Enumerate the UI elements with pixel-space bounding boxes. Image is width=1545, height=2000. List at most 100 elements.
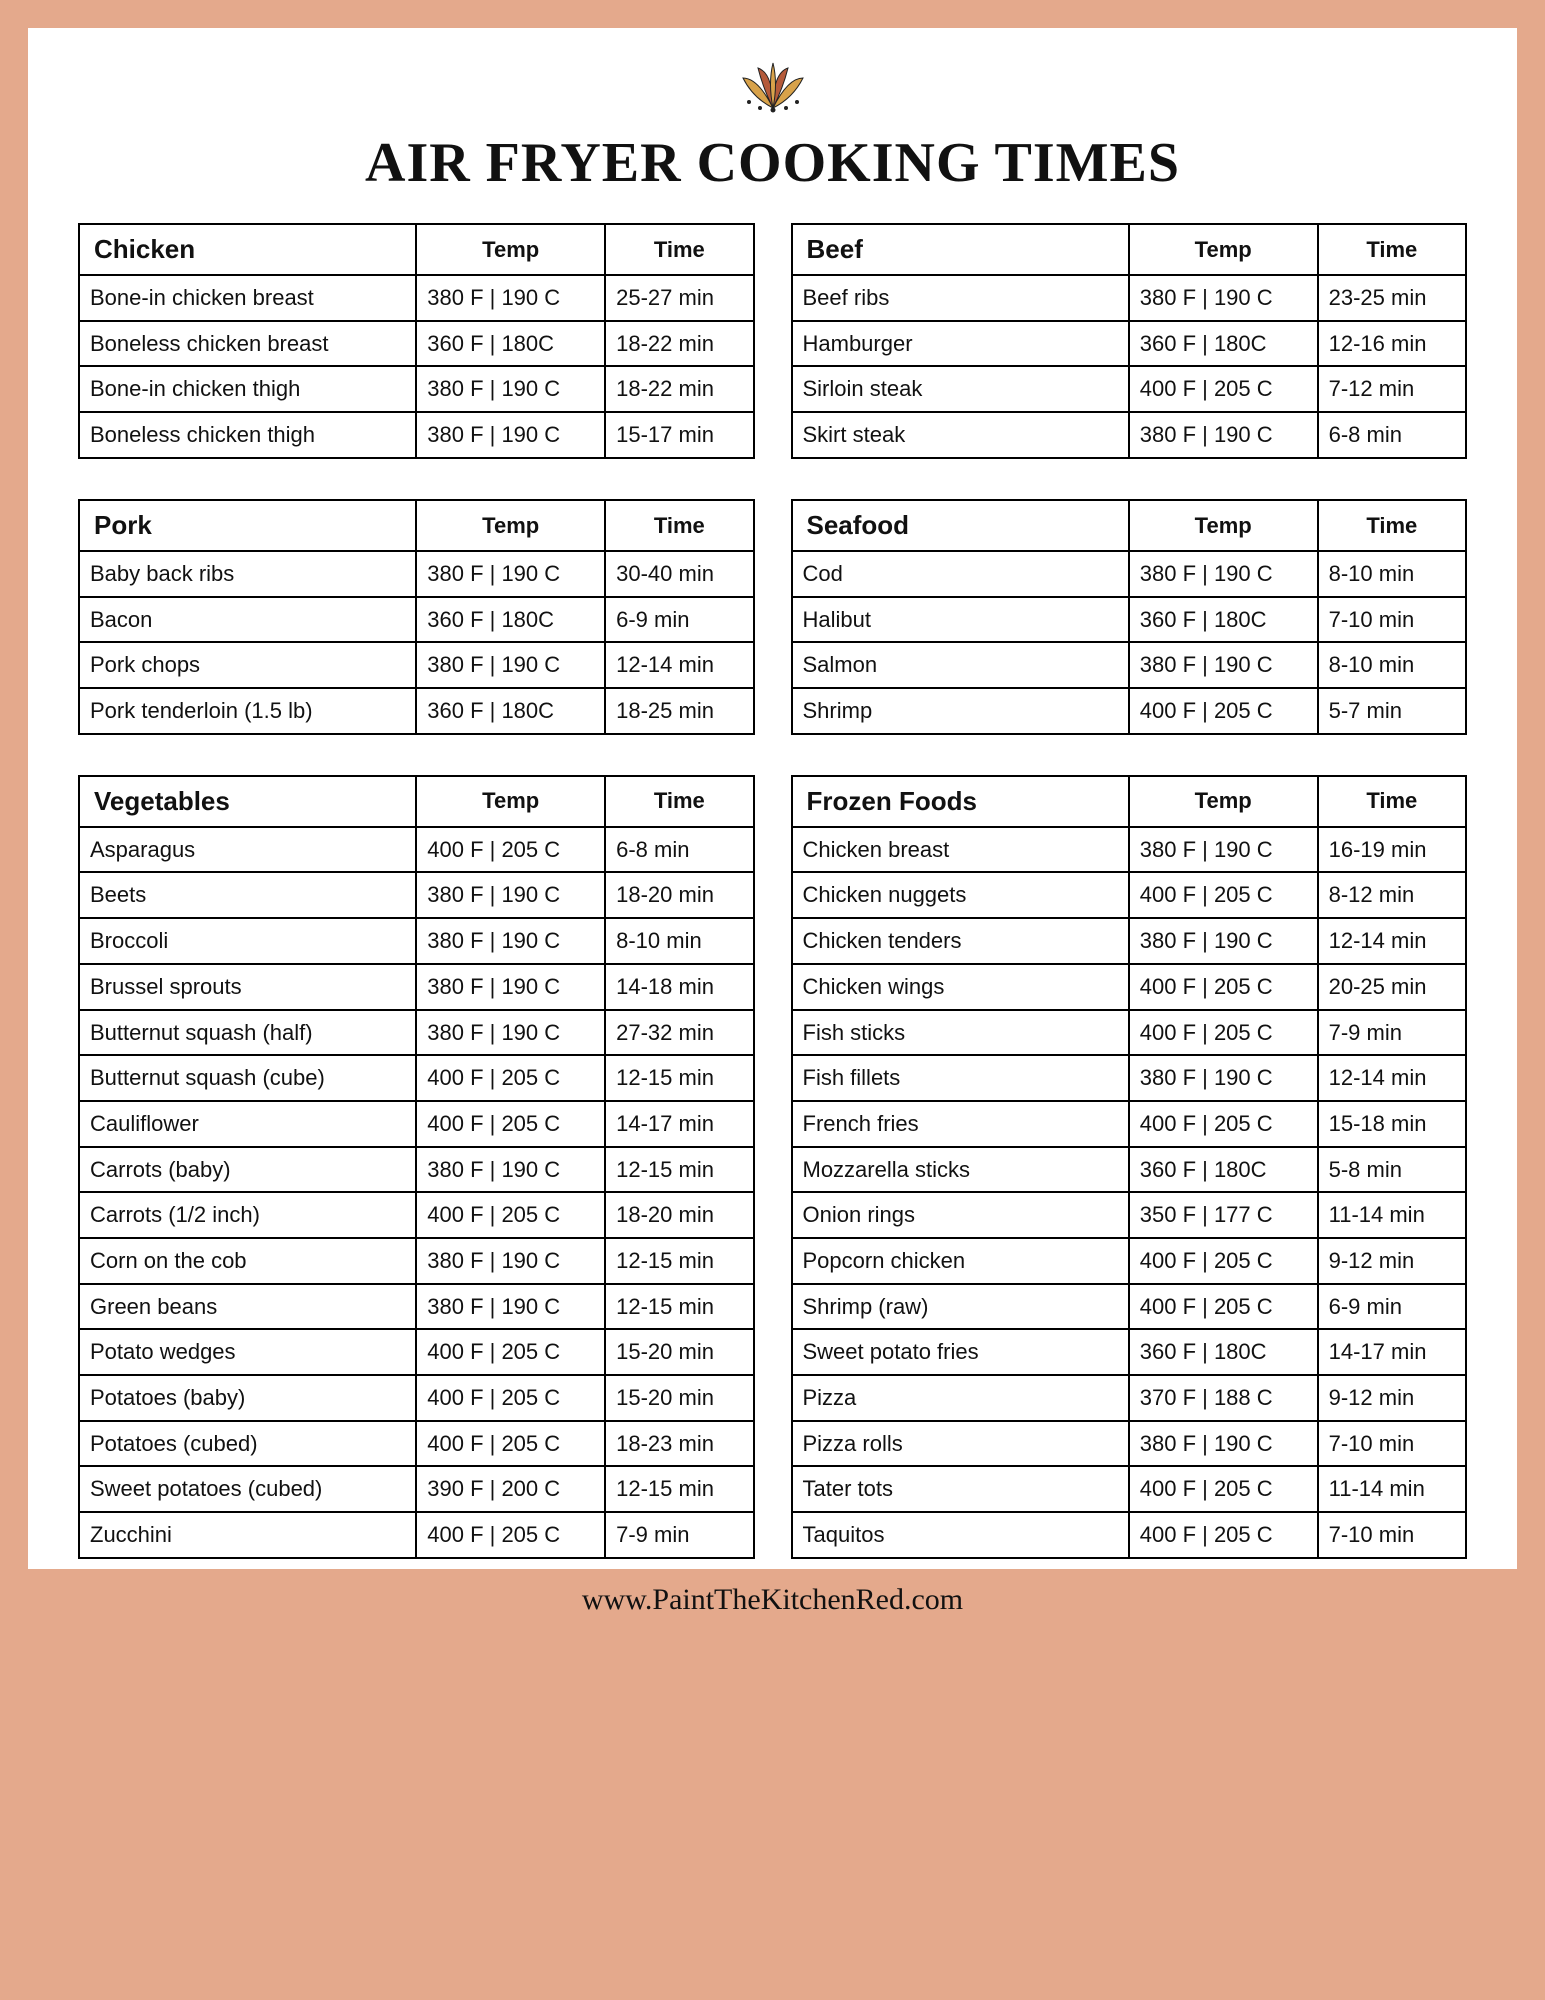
temp-cell: 380 F | 190 C [416,1147,605,1193]
table-row: Boneless chicken breast360 F | 180C18-22… [79,321,754,367]
temp-cell: 400 F | 205 C [1129,1010,1318,1056]
time-cell: 11-14 min [1318,1192,1466,1238]
item-cell: Bone-in chicken breast [79,275,416,321]
temp-cell: 380 F | 190 C [416,366,605,412]
item-cell: Taquitos [792,1512,1129,1558]
food-table: VegetablesTempTimeAsparagus400 F | 205 C… [78,775,755,1559]
time-cell: 23-25 min [1318,275,1466,321]
temp-cell: 360 F | 180C [416,321,605,367]
time-cell: 6-9 min [1318,1284,1466,1330]
time-header: Time [1318,224,1466,275]
table-row: Boneless chicken thigh380 F | 190 C15-17… [79,412,754,458]
table-row: Sweet potatoes (cubed)390 F | 200 C12-15… [79,1466,754,1512]
temp-cell: 380 F | 190 C [416,551,605,597]
time-cell: 12-15 min [605,1284,753,1330]
item-cell: Potatoes (baby) [79,1375,416,1421]
temp-cell: 380 F | 190 C [1129,642,1318,688]
table-row: Bone-in chicken thigh380 F | 190 C18-22 … [79,366,754,412]
item-cell: Pork chops [79,642,416,688]
temp-cell: 380 F | 190 C [1129,275,1318,321]
item-cell: Pizza [792,1375,1129,1421]
temp-cell: 380 F | 190 C [1129,827,1318,873]
time-cell: 12-16 min [1318,321,1466,367]
table-row: Bacon360 F | 180C6-9 min [79,597,754,643]
temp-cell: 400 F | 205 C [1129,1284,1318,1330]
temp-cell: 400 F | 205 C [416,1375,605,1421]
temp-cell: 400 F | 205 C [416,1329,605,1375]
table-row: Butternut squash (half)380 F | 190 C27-3… [79,1010,754,1056]
time-cell: 12-14 min [1318,1055,1466,1101]
table-row: Pork tenderloin (1.5 lb)360 F | 180C18-2… [79,688,754,734]
temp-cell: 380 F | 190 C [1129,412,1318,458]
temp-cell: 380 F | 190 C [416,1010,605,1056]
time-cell: 14-17 min [605,1101,753,1147]
table-row: Hamburger360 F | 180C12-16 min [792,321,1467,367]
item-cell: Fish sticks [792,1010,1129,1056]
table-row: Pork chops380 F | 190 C12-14 min [79,642,754,688]
table-row: Fish fillets380 F | 190 C12-14 min [792,1055,1467,1101]
item-cell: Tater tots [792,1466,1129,1512]
item-cell: Halibut [792,597,1129,643]
item-cell: Sweet potato fries [792,1329,1129,1375]
time-cell: 6-8 min [605,827,753,873]
time-cell: 30-40 min [605,551,753,597]
table-row: Skirt steak380 F | 190 C6-8 min [792,412,1467,458]
item-cell: Popcorn chicken [792,1238,1129,1284]
table-row: Butternut squash (cube)400 F | 205 C12-1… [79,1055,754,1101]
time-cell: 18-23 min [605,1421,753,1467]
time-cell: 11-14 min [1318,1466,1466,1512]
temp-cell: 400 F | 205 C [1129,1512,1318,1558]
table-row: Carrots (1/2 inch)400 F | 205 C18-20 min [79,1192,754,1238]
table-row: Potatoes (baby)400 F | 205 C15-20 min [79,1375,754,1421]
time-cell: 5-8 min [1318,1147,1466,1193]
item-cell: Baby back ribs [79,551,416,597]
table-row: French fries400 F | 205 C15-18 min [792,1101,1467,1147]
temp-cell: 380 F | 190 C [416,1284,605,1330]
time-cell: 16-19 min [1318,827,1466,873]
table-row: Potatoes (cubed)400 F | 205 C18-23 min [79,1421,754,1467]
time-cell: 7-9 min [1318,1010,1466,1056]
item-cell: Shrimp [792,688,1129,734]
time-cell: 12-15 min [605,1238,753,1284]
temp-header: Temp [416,500,605,551]
table-row: Beets380 F | 190 C18-20 min [79,872,754,918]
temp-cell: 400 F | 205 C [416,1421,605,1467]
temp-cell: 400 F | 205 C [416,1101,605,1147]
item-cell: Bone-in chicken thigh [79,366,416,412]
time-cell: 7-10 min [1318,1512,1466,1558]
item-cell: Potatoes (cubed) [79,1421,416,1467]
temp-cell: 360 F | 180C [1129,1329,1318,1375]
table-row: Sweet potato fries360 F | 180C14-17 min [792,1329,1467,1375]
food-table: BeefTempTimeBeef ribs380 F | 190 C23-25 … [791,223,1468,459]
table-row: Shrimp (raw)400 F | 205 C6-9 min [792,1284,1467,1330]
item-cell: Onion rings [792,1192,1129,1238]
item-cell: Bacon [79,597,416,643]
category-header: Seafood [792,500,1129,551]
time-cell: 7-12 min [1318,366,1466,412]
category-header: Vegetables [79,776,416,827]
item-cell: Salmon [792,642,1129,688]
temp-header: Temp [416,776,605,827]
page-title: AIR FRYER COOKING TIMES [78,131,1467,195]
food-table: Frozen FoodsTempTimeChicken breast380 F … [791,775,1468,1559]
temp-cell: 380 F | 190 C [416,275,605,321]
temp-cell: 370 F | 188 C [1129,1375,1318,1421]
time-cell: 18-20 min [605,872,753,918]
table-row: Baby back ribs380 F | 190 C30-40 min [79,551,754,597]
temp-cell: 380 F | 190 C [416,642,605,688]
food-table: SeafoodTempTimeCod380 F | 190 C8-10 minH… [791,499,1468,735]
item-cell: Butternut squash (cube) [79,1055,416,1101]
table-row: Tater tots400 F | 205 C11-14 min [792,1466,1467,1512]
item-cell: Carrots (baby) [79,1147,416,1193]
table-row: Taquitos400 F | 205 C7-10 min [792,1512,1467,1558]
temp-cell: 380 F | 190 C [416,964,605,1010]
temp-cell: 400 F | 205 C [1129,1238,1318,1284]
time-cell: 25-27 min [605,275,753,321]
temp-cell: 380 F | 190 C [416,918,605,964]
temp-cell: 400 F | 205 C [1129,366,1318,412]
footer-credit: www.PaintTheKitchenRed.com [28,1569,1517,1623]
temp-cell: 380 F | 190 C [1129,1055,1318,1101]
time-cell: 12-14 min [1318,918,1466,964]
table-row: Cauliflower400 F | 205 C14-17 min [79,1101,754,1147]
time-cell: 7-10 min [1318,1421,1466,1467]
